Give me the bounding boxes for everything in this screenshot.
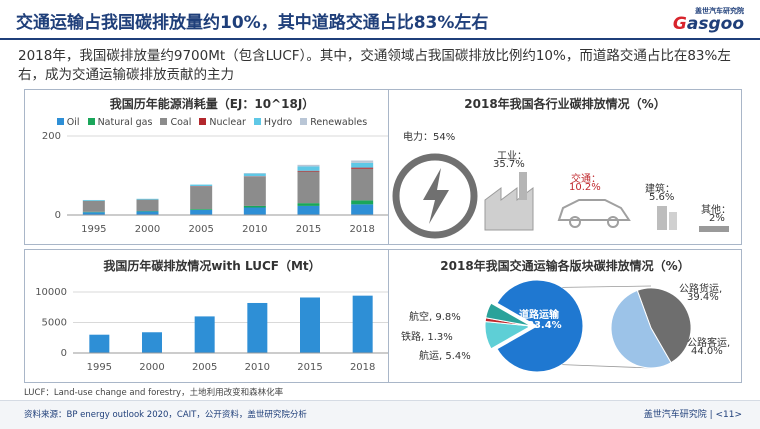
y-tick-label: 200 xyxy=(42,131,61,142)
x-tick-label: 2005 xyxy=(192,362,217,373)
road-slice-value: 83.4% xyxy=(527,320,562,331)
bar-segment-coal xyxy=(351,169,373,201)
rail-slice-label: 铁路, 1.3% xyxy=(401,328,453,343)
bar-segment-hydro xyxy=(351,163,373,168)
connector-line xyxy=(562,286,651,287)
x-tick-label: 1995 xyxy=(81,224,106,235)
header-divider xyxy=(0,38,760,40)
power-share-label: 电力：54% xyxy=(403,128,455,143)
bar-segment-oil xyxy=(137,211,159,215)
bar-segment-oil xyxy=(351,204,373,215)
ship-slice-label: 航运, 5.4% xyxy=(419,347,471,362)
x-tick-label: 2015 xyxy=(297,362,322,373)
bar-segment-hydro xyxy=(244,174,266,177)
road-slice-label: 道路运输 xyxy=(519,306,559,321)
industry-share-value: 35.7% xyxy=(493,159,525,170)
bar-segment-nuclear xyxy=(351,168,373,169)
bar-segment-hydro xyxy=(137,199,159,200)
emission-bar xyxy=(353,296,373,353)
x-tick-label: 2010 xyxy=(242,224,267,235)
bar-segment-coal xyxy=(83,201,105,212)
x-tick-label: 1995 xyxy=(87,362,112,373)
other-share-icon xyxy=(699,226,729,232)
emission-bar xyxy=(89,335,109,353)
industry-share-panel: 2018年我国各行业碳排放情况（%） 电力：54% 工业： 35.7% 交通： … xyxy=(388,89,742,245)
description-text: 2018年，我国碳排放量约9700Mt（包含LUCF）。其中，交通领域占我国碳排… xyxy=(18,47,738,85)
bar-segment-renewables xyxy=(351,160,373,162)
factory-chimney xyxy=(519,172,527,200)
emission-bar xyxy=(142,332,162,353)
x-tick-label: 2018 xyxy=(350,362,375,373)
source-note: 资料来源：BP energy outlook 2020，CAIT，公开资料，盖世… xyxy=(24,408,307,420)
bar-segment-hydro xyxy=(83,200,105,201)
bar-segment-renewables xyxy=(298,165,320,167)
x-tick-label: 2000 xyxy=(139,362,164,373)
y-tick-label: 0 xyxy=(55,210,61,221)
bar-segment-coal xyxy=(298,172,320,204)
air-slice-label: 航空, 9.8% xyxy=(409,308,461,323)
building-share-icon xyxy=(657,206,667,230)
freight-slice-value: 39.4% xyxy=(687,292,719,303)
y-tick-label: 0 xyxy=(61,348,67,359)
emission-bar xyxy=(247,303,267,353)
bar-segment-nuclear xyxy=(298,171,320,172)
bar-segment-natural-gas xyxy=(190,209,212,210)
transport-breakdown-panel: 2018年我国交通运输各版块碳排放情况（%） 航空, 9.8% 铁路, 1.3%… xyxy=(388,249,742,383)
industry-share-chart xyxy=(389,90,741,244)
bar-segment-natural-gas xyxy=(351,200,373,204)
logo-text-en: Gasgoo xyxy=(673,14,744,34)
x-tick-label: 2018 xyxy=(349,224,374,235)
building-share-value: 5.6% xyxy=(649,192,674,203)
bar-segment-coal xyxy=(190,187,212,210)
x-tick-label: 2005 xyxy=(188,224,213,235)
bar-segment-hydro xyxy=(190,185,212,187)
bar-segment-oil xyxy=(244,207,266,215)
car-wheel xyxy=(608,217,618,227)
car-wheel xyxy=(570,217,580,227)
footnote: LUCF：Land-use change and forestry，土地利用改变… xyxy=(24,386,283,398)
x-tick-label: 2015 xyxy=(296,224,321,235)
building-block xyxy=(669,212,677,230)
bar-segment-hydro xyxy=(298,166,320,170)
energy-consumption-chart: 0 200 1995 2000 2005 2010 2015 2018 xyxy=(25,90,399,244)
page-title: 交通运输占我国碳排放量约10%，其中道路交通占比83%左右 xyxy=(16,8,488,33)
transport-share-icon xyxy=(559,200,629,220)
carbon-emission-chart: 0 5000 10000 1995 2000 2005 2010 2015 2018 xyxy=(25,250,399,382)
emission-bar xyxy=(300,297,320,353)
passenger-slice-value: 44.0% xyxy=(691,346,723,357)
bar-segment-natural-gas xyxy=(298,203,320,206)
bar-segment-natural-gas xyxy=(244,206,266,208)
emission-bar xyxy=(195,316,215,353)
bar-segment-oil xyxy=(190,210,212,215)
brand-logo: 盖世汽车研究院 Gasgoo xyxy=(662,6,744,36)
bar-segment-oil xyxy=(298,206,320,215)
bar-segment-coal xyxy=(244,177,266,206)
y-tick-label: 5000 xyxy=(42,318,67,329)
transport-share-value: 10.2% xyxy=(569,182,601,193)
lightning-bolt-icon xyxy=(423,168,449,224)
x-tick-label: 2000 xyxy=(135,224,160,235)
other-share-value: 2% xyxy=(709,213,725,224)
bar-segment-coal xyxy=(137,200,159,211)
y-tick-label: 10000 xyxy=(35,287,67,298)
page-number: 盖世汽车研究院 | <11> xyxy=(644,407,742,420)
x-tick-label: 2010 xyxy=(245,362,270,373)
